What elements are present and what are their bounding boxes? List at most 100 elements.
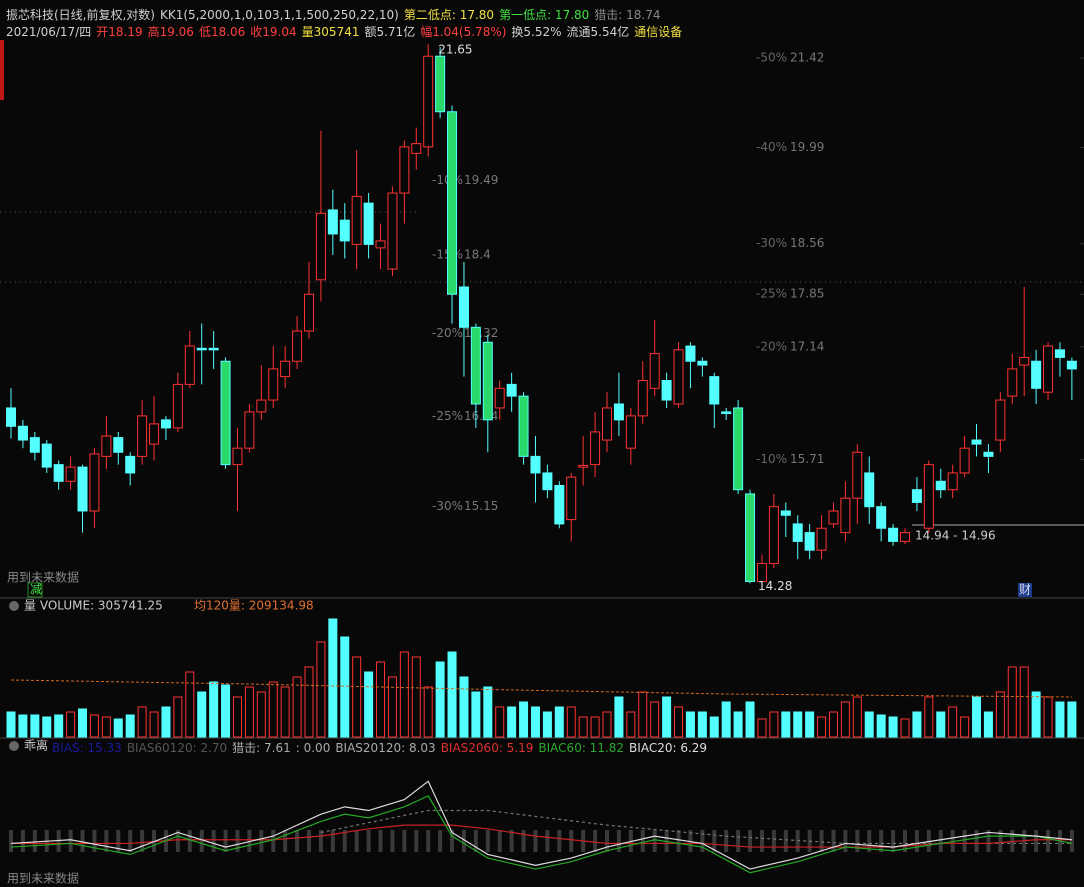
bias-hatch (330, 830, 335, 852)
volume-bar (733, 711, 743, 738)
volume-bar (1067, 701, 1077, 738)
y-tick-label: 17.14 (790, 339, 824, 353)
collapse-icon[interactable] (9, 741, 19, 751)
volume-bar (888, 716, 898, 738)
volume-bar (495, 706, 505, 738)
bias-hatch (640, 830, 645, 852)
candle-body (220, 360, 231, 466)
volume-bar (530, 706, 540, 738)
volume-bar (423, 686, 433, 738)
candle-body (387, 192, 398, 270)
bias-hatch (914, 830, 919, 852)
volume-bar (42, 716, 52, 738)
collapse-icon[interactable] (9, 601, 19, 611)
bias-hatch (736, 830, 741, 852)
candle-body (6, 407, 16, 427)
candle-body (458, 286, 469, 328)
volume-bar (399, 651, 409, 738)
candle-body (470, 326, 481, 405)
candle-body (304, 293, 314, 332)
candle-body (888, 527, 899, 542)
bias-hatch (223, 830, 228, 852)
bias-hatch (175, 830, 180, 852)
bias-hatch (378, 830, 383, 852)
bias-hatch (724, 830, 729, 852)
candle-body (566, 476, 577, 521)
volume-bar (125, 714, 135, 738)
candle-body (590, 431, 601, 466)
candle-body (661, 380, 672, 401)
bias-hatch (879, 830, 884, 852)
header-item: 换5.52% (511, 25, 562, 39)
candle-body (733, 407, 744, 491)
bias-hatch (402, 830, 407, 852)
candle-body (804, 532, 815, 551)
bias-hatch (593, 830, 598, 852)
volume-bar (232, 696, 242, 738)
candle-body (89, 453, 100, 512)
y-tick-label: 19.99 (790, 140, 824, 154)
candle-body (423, 55, 434, 148)
bias-hatch (986, 830, 991, 852)
volume-bar (685, 711, 695, 738)
candle-body (816, 527, 827, 551)
y-tick-pct: -20% (756, 339, 787, 353)
bias-hatch (771, 830, 776, 852)
bias-hatch (962, 830, 967, 852)
bias-hatch (461, 830, 466, 852)
bias-hatch (485, 830, 490, 852)
header-item: 第二低点: 17.80 (403, 8, 495, 22)
candle-body (828, 510, 839, 525)
volume-bar (697, 711, 707, 738)
candle-body (578, 464, 589, 468)
bias-hatch (187, 830, 192, 852)
candle-body (602, 407, 612, 441)
level-value: 19.49 (464, 173, 498, 187)
candle-body (149, 423, 160, 445)
bias-hatch (891, 830, 896, 852)
bias-hatch (295, 830, 300, 852)
volume-bar (376, 661, 386, 738)
candle-body (411, 143, 422, 154)
volume-ma (10, 679, 1072, 698)
volume-bar (411, 656, 421, 738)
volume-bar (817, 716, 827, 738)
candle-body (494, 387, 505, 409)
header-item: 低18.06 (198, 25, 246, 39)
candle-body (41, 443, 52, 468)
bias-hatch (748, 830, 753, 852)
volume-bar (614, 696, 624, 738)
candle-body (864, 472, 875, 508)
volume-bar (256, 691, 266, 738)
bias-hatch (974, 830, 979, 852)
candle-body (17, 425, 28, 441)
volume-bar (364, 671, 374, 738)
level-value: 16.24 (464, 409, 498, 423)
candle-body (768, 506, 779, 565)
candle-body (280, 360, 291, 378)
bias-hatch (68, 830, 73, 852)
candle-body (542, 472, 553, 491)
candle-body (923, 464, 934, 529)
candle-body (1031, 360, 1042, 389)
header-item: 2021/06/17/四 (6, 25, 92, 39)
volume-bar (185, 671, 195, 738)
header-item: 量305741 (301, 25, 360, 39)
volume-bar (1019, 666, 1029, 738)
low-label: 14.28 (758, 579, 792, 593)
bias-hatch (1034, 830, 1039, 852)
bias-hatch (855, 830, 860, 852)
candle-body (160, 419, 171, 429)
volume-bar (721, 701, 731, 738)
bias-hatch (20, 830, 25, 852)
bias-hatch (116, 830, 121, 852)
candle-body (745, 493, 756, 583)
volume-bar (268, 681, 278, 738)
candle-body (780, 510, 791, 516)
candle-body (947, 472, 958, 491)
header-item: 开18.19 (96, 25, 143, 39)
header-item: 通信设备 (634, 25, 683, 39)
volume-bar (447, 651, 457, 738)
volume-bar (18, 714, 28, 738)
bias-hatch (819, 830, 824, 852)
